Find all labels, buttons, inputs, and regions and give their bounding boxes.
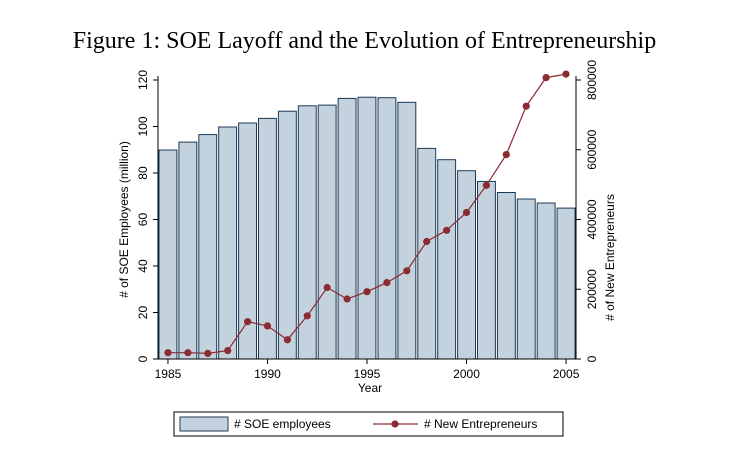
y2-tick-label-400000: 400000 (585, 199, 599, 239)
point-1990 (263, 322, 272, 330)
y2-tick-label-200000: 200000 (585, 269, 599, 309)
point-2000 (462, 208, 471, 217)
point-2005 (562, 70, 570, 78)
legend-label-new-entrepreneurs: # New Entrepreneurs (424, 417, 537, 431)
bar-1991 (277, 110, 297, 360)
point-1989 (244, 318, 252, 326)
y-axis-title-left: # of SOE Employees (million) (117, 141, 131, 298)
legend-swatch-marker (391, 420, 399, 428)
y2-tick-label-0: 0 (585, 355, 599, 362)
chart-title: Figure 1: SOE Layoff and the Evolution o… (72, 28, 657, 54)
point-1994 (343, 295, 351, 303)
bar-1996 (377, 97, 397, 360)
bar-2000 (457, 170, 477, 360)
legend-swatch-bar (179, 416, 229, 432)
point-1986 (184, 349, 192, 357)
y-tick-label-40: 40 (136, 259, 150, 273)
bar-1985 (158, 149, 178, 360)
point-2003 (522, 102, 530, 110)
bar-1994 (337, 97, 357, 360)
x-tick-label-1995: 1995 (354, 367, 381, 381)
legend-box (173, 411, 564, 437)
point-2002 (502, 151, 510, 159)
y-tick-label-100: 100 (136, 116, 150, 136)
y2-tick-label-800000: 800000 (585, 60, 599, 100)
point-2004 (542, 74, 550, 82)
bar-1992 (297, 105, 317, 360)
bar-2002 (496, 192, 516, 360)
point-1985 (164, 349, 172, 357)
bar-2003 (516, 198, 536, 360)
y-tick-label-20: 20 (136, 306, 150, 320)
y-tick-label-120: 120 (136, 70, 150, 90)
point-1988 (224, 347, 232, 355)
bar-1999 (437, 159, 457, 360)
x-tick-label-2000: 2000 (453, 367, 480, 381)
point-1996 (383, 279, 391, 287)
x-tick-label-1985: 1985 (155, 367, 182, 381)
bar-1987 (198, 134, 218, 360)
point-1999 (443, 226, 451, 234)
bars-group (158, 96, 576, 360)
bar-1995 (357, 96, 377, 360)
y-tick-label-80: 80 (136, 166, 150, 180)
axes-group: 1985 1990 1995 2000 2005 Year 0 20 40 60 80 100 120 #… (117, 60, 617, 395)
point-1991 (283, 336, 291, 344)
point-1992 (303, 312, 311, 320)
x-axis-title: Year (358, 381, 382, 395)
y-tick-label-60: 60 (136, 213, 150, 227)
point-1993 (323, 283, 331, 292)
bar-1993 (317, 104, 337, 360)
y2-tick-label-600000: 600000 (585, 129, 599, 169)
x-tick-label-2005: 2005 (553, 367, 580, 381)
point-1998 (423, 237, 431, 246)
legend: # SOE employees # New Entrepreneurs (173, 411, 564, 437)
y-tick-label-0: 0 (136, 355, 150, 362)
bar-2005 (556, 207, 576, 360)
point-1997 (403, 267, 411, 275)
point-2001 (482, 181, 490, 189)
bar-1997 (397, 101, 417, 360)
line-series-group (164, 70, 570, 357)
bar-1988 (218, 126, 238, 360)
legend-label-soe-employees: # SOE employees (234, 417, 331, 431)
point-1995 (363, 288, 371, 296)
x-tick-label-1990: 1990 (254, 367, 281, 381)
bar-1998 (417, 147, 437, 360)
bar-2001 (477, 180, 496, 360)
bar-1986 (178, 141, 198, 360)
bar-2004 (536, 202, 556, 360)
y-axis-title-right: # of New Entrepreneurs (603, 194, 617, 321)
point-1987 (204, 349, 212, 357)
